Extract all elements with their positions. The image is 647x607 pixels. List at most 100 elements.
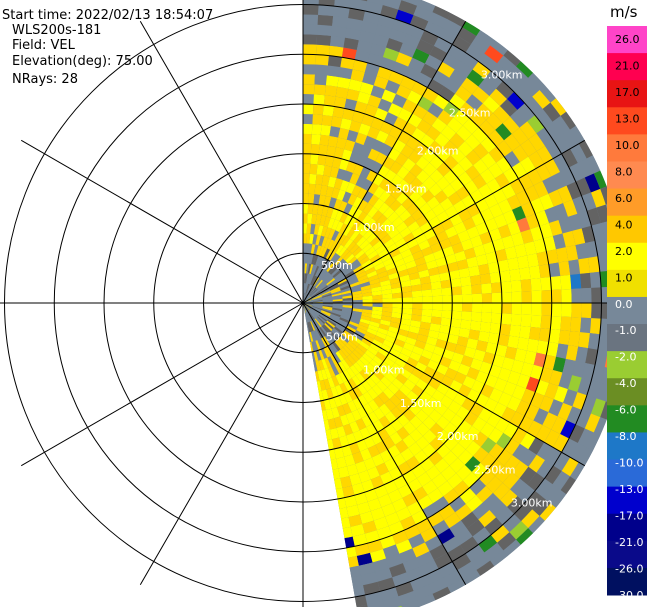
velocity-cell	[370, 475, 384, 489]
velocity-cell	[417, 0, 436, 13]
velocity-cell	[552, 115, 571, 136]
velocity-cell	[352, 293, 363, 298]
velocity-cell	[323, 195, 332, 207]
velocity-cell	[429, 436, 444, 451]
velocity-cell	[392, 93, 407, 108]
velocity-cell	[385, 80, 401, 94]
velocity-cell	[309, 233, 314, 245]
velocity-cell	[310, 309, 318, 318]
velocity-cell	[362, 353, 373, 363]
velocity-cell	[411, 509, 428, 525]
velocity-cell	[389, 394, 402, 407]
velocity-cell	[391, 232, 404, 244]
velocity-cell	[332, 353, 341, 364]
velocity-cell	[394, 357, 407, 369]
velocity-cell	[439, 197, 454, 211]
velocity-cell	[551, 172, 567, 190]
start-time-label: Start time: 2022/02/13 18:54:07	[2, 8, 213, 23]
velocity-cell	[317, 268, 325, 278]
velocity-cell	[336, 338, 346, 348]
velocity-cell	[557, 185, 573, 204]
velocity-cell	[491, 292, 502, 303]
velocity-cell	[407, 331, 419, 340]
velocity-cell	[382, 387, 395, 400]
velocity-cell	[567, 375, 582, 393]
colorbar-swatch	[607, 378, 647, 406]
velocity-cell	[428, 12, 448, 29]
velocity-cell	[524, 185, 540, 202]
velocity-cell	[315, 234, 322, 246]
velocity-cell	[511, 127, 529, 146]
velocity-cell	[319, 379, 327, 391]
velocity-cell	[323, 399, 332, 411]
velocity-cell	[303, 173, 310, 184]
velocity-cell	[337, 234, 347, 245]
velocity-cell	[309, 253, 314, 265]
velocity-cell	[509, 324, 521, 338]
velocity-cell	[357, 187, 368, 200]
velocity-cell	[332, 294, 343, 299]
velocity-cell	[404, 524, 421, 540]
velocity-cell	[449, 132, 465, 149]
velocity-cell	[519, 325, 531, 339]
range-ring-label: 2.50km	[474, 463, 516, 476]
colorbar-swatch	[607, 107, 647, 135]
velocity-cell	[340, 236, 350, 247]
velocity-cell	[328, 283, 339, 290]
range-ring-label: 500m	[321, 259, 353, 272]
velocity-cell	[372, 240, 384, 251]
velocity-cell	[316, 44, 331, 56]
velocity-cell	[380, 284, 392, 291]
velocity-cell	[400, 318, 412, 326]
velocity-cell	[462, 118, 479, 135]
velocity-cell	[307, 253, 311, 264]
velocity-cell	[342, 303, 353, 306]
colorbar-swatch	[607, 405, 647, 433]
velocity-cell	[334, 232, 343, 243]
velocity-cell	[318, 0, 335, 7]
velocity-cell	[367, 466, 380, 480]
velocity-cell	[548, 329, 561, 344]
velocity-cell	[373, 186, 385, 199]
velocity-cell	[388, 227, 400, 239]
velocity-cell	[410, 278, 421, 286]
velocity-cell	[519, 267, 531, 281]
velocity-cell	[307, 311, 313, 322]
velocity-cell	[465, 544, 485, 562]
velocity-cell	[340, 347, 350, 358]
velocity-cell	[327, 366, 336, 378]
velocity-cell	[552, 470, 571, 491]
velocity-cell	[371, 258, 383, 267]
velocity-cell	[334, 96, 347, 109]
velocity-cell	[520, 139, 537, 157]
velocity-cell	[495, 344, 508, 358]
velocity-cell	[420, 30, 439, 46]
range-ring-label: 1.00km	[363, 364, 405, 377]
velocity-cell	[415, 183, 429, 197]
velocity-cell	[540, 315, 552, 330]
velocity-cell	[340, 118, 352, 131]
velocity-cell	[338, 200, 348, 213]
velocity-cell	[308, 321, 313, 332]
colorbar-tick-label: 13.0	[615, 112, 640, 125]
velocity-cell	[551, 303, 562, 317]
velocity-cell	[364, 349, 376, 360]
velocity-cell	[539, 85, 556, 103]
velocity-cell	[361, 292, 373, 297]
velocity-cell	[379, 403, 391, 416]
velocity-cell	[353, 362, 363, 373]
velocity-cell	[527, 420, 543, 438]
velocity-cell	[496, 433, 512, 450]
velocity-cell	[361, 415, 373, 428]
velocity-cell	[366, 362, 377, 374]
velocity-cell	[313, 194, 321, 205]
velocity-cell	[352, 196, 363, 209]
velocity-cell	[309, 321, 314, 332]
velocity-cell	[497, 55, 517, 74]
velocity-cell	[303, 44, 317, 55]
velocity-cell	[375, 567, 393, 582]
velocity-cell	[349, 364, 360, 376]
velocity-cell	[402, 434, 416, 448]
velocity-cell	[359, 166, 371, 179]
velocity-cell	[328, 197, 337, 209]
